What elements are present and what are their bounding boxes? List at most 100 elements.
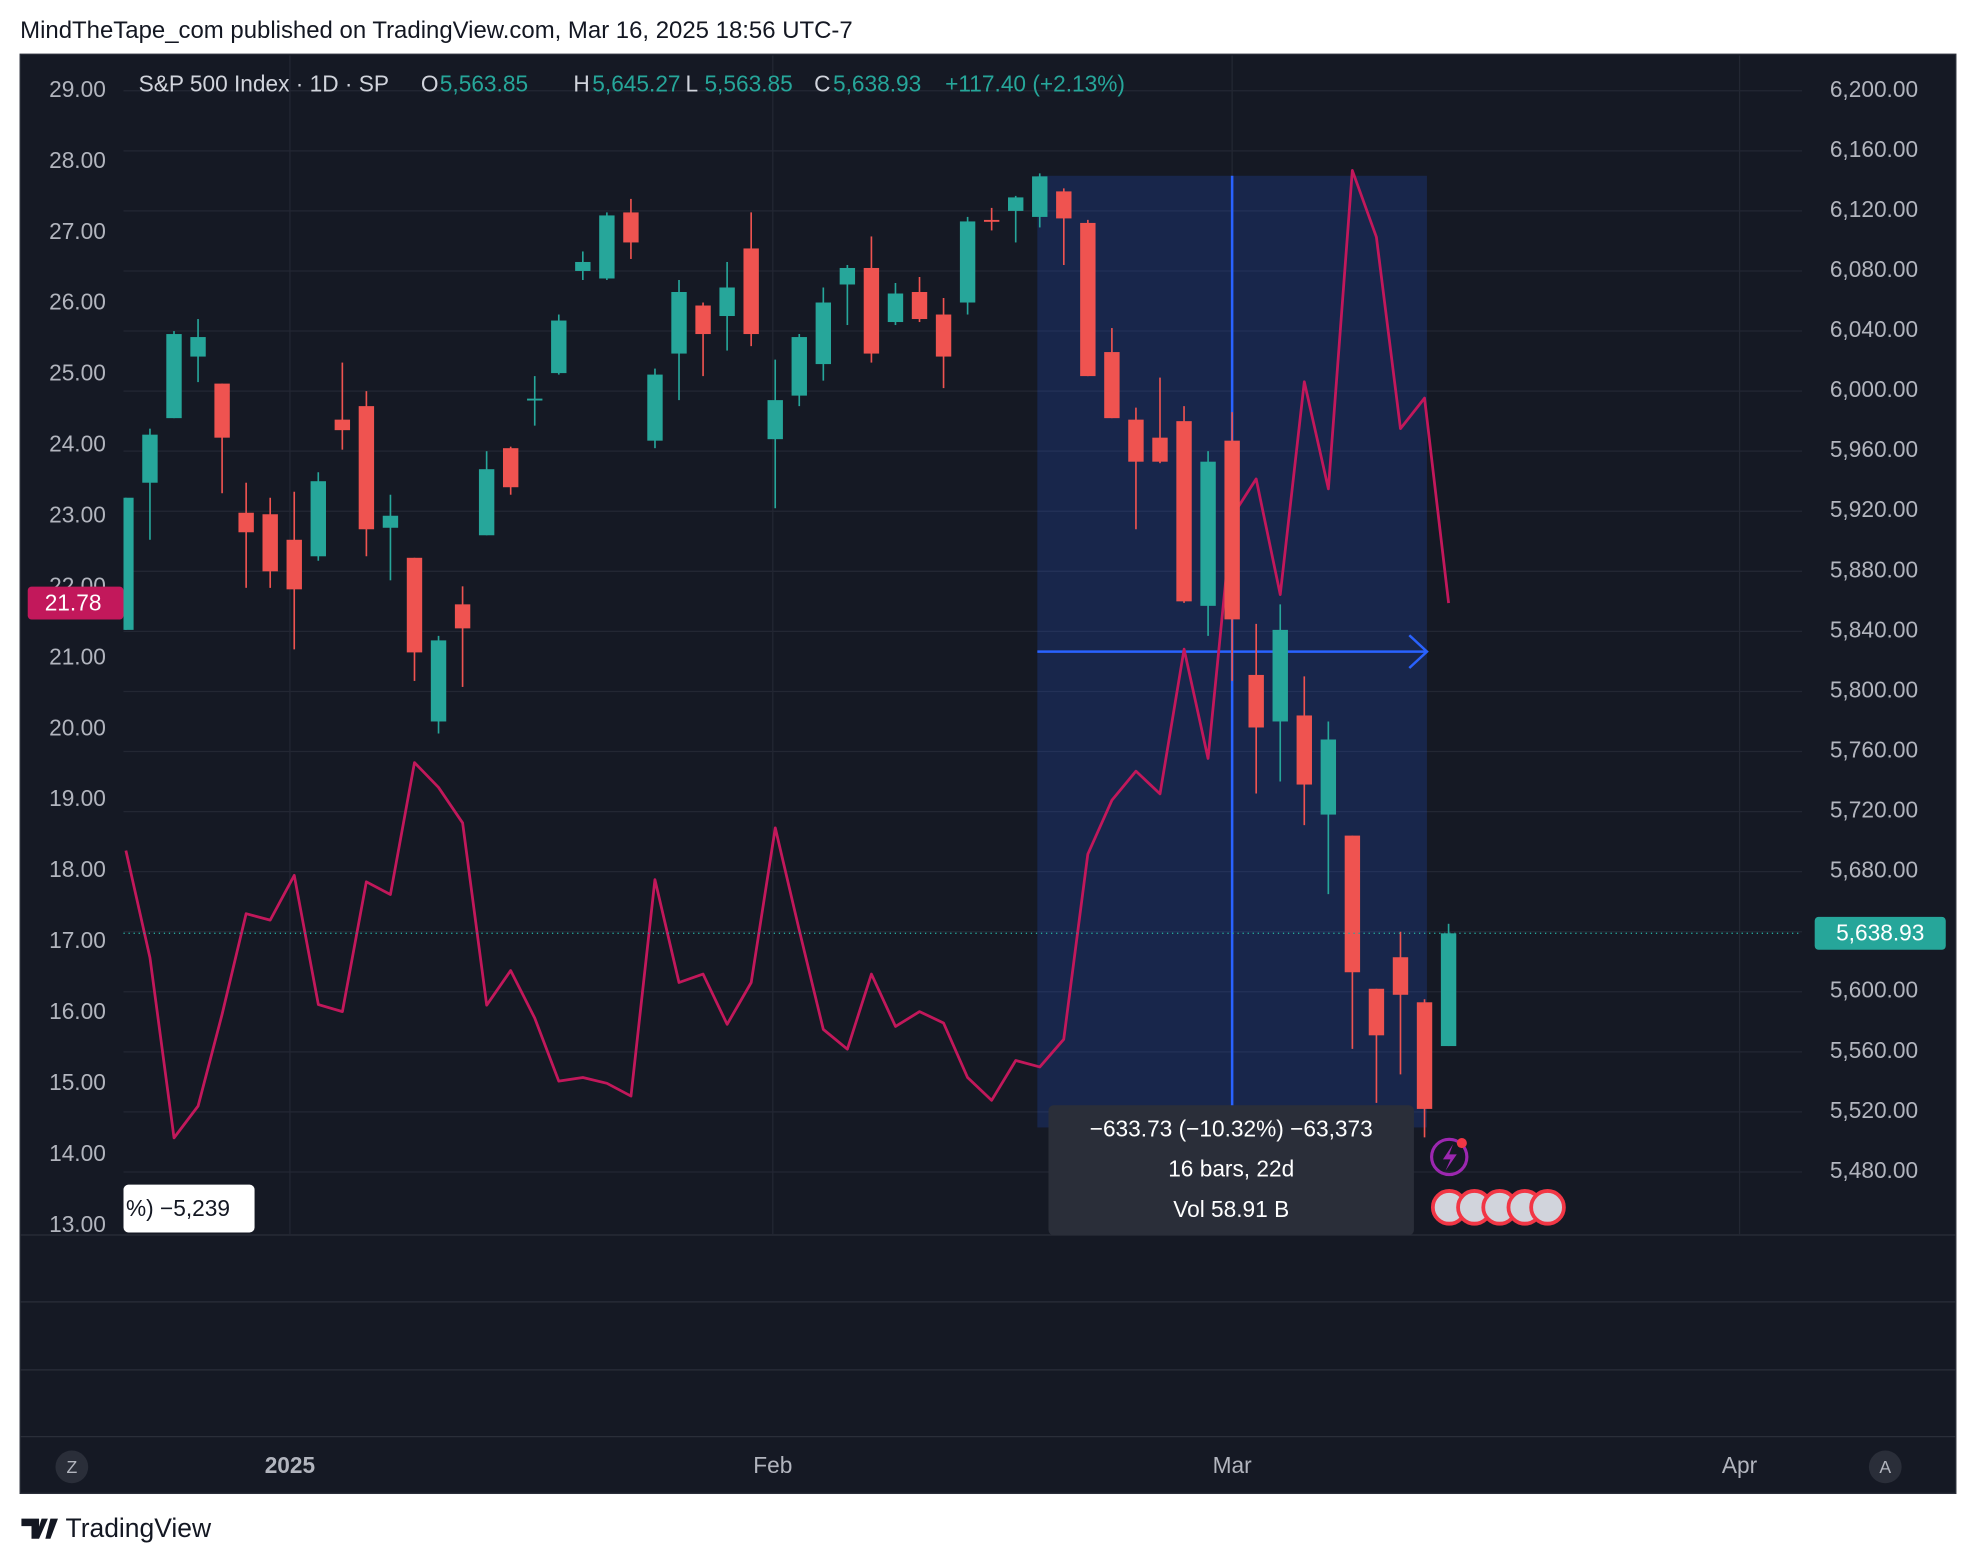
axes: 5,480.005,520.005,560.005,600.005,640.00… [27,76,1946,1478]
candle-body [527,398,543,401]
candle-body [238,512,254,533]
candle-body [502,448,519,488]
candle-body [1176,421,1192,602]
candle-body [791,337,807,396]
candle-body [1440,933,1457,1047]
candle-body [358,406,375,530]
candle-body [671,292,687,354]
candle [935,298,952,389]
y2-tick-label: 19.00 [49,785,106,811]
candle-body [647,374,663,441]
event-dot [1456,1138,1467,1149]
candle-body [1008,197,1024,211]
candle-body [551,320,567,374]
candle-body [935,314,952,357]
candle-body [623,212,639,243]
cut-label: %) −5,239 [126,1195,230,1221]
candle [623,198,639,259]
event-icon[interactable] [1430,1137,1469,1177]
candle [1344,835,1361,1049]
measure-label-box [1048,1105,1414,1236]
candles [123,173,1457,1138]
y-tick-label: 5,760.00 [1830,736,1918,762]
candle [430,635,447,734]
candle [262,497,278,588]
y2-tick-label: 18.00 [49,856,106,882]
candle-body [123,497,134,630]
overlay-tag [27,586,124,620]
candle [190,319,206,383]
candle-body [406,557,423,653]
candle-body [190,337,206,357]
candle-body [959,221,976,303]
legend-key: L [686,71,699,97]
candle-body [1296,715,1312,785]
candle [839,264,856,326]
candle-body [599,215,615,279]
candle [1368,988,1385,1103]
candle-body [887,293,904,323]
y-tick-label: 6,160.00 [1830,136,1918,162]
candle [334,362,351,450]
candle-body [1128,419,1144,462]
y2-tick-label: 20.00 [49,714,106,740]
y2-tick-label: 15.00 [49,1069,106,1095]
y2-tick-label: 16.00 [49,998,106,1024]
candle [1392,931,1409,1075]
candle-body [719,287,735,317]
x-tick-label: Apr [1722,1452,1758,1478]
candle [599,212,615,280]
y-tick-label: 5,520.00 [1830,1097,1918,1123]
x-tick-label: Mar [1213,1452,1252,1478]
y-tick-label: 6,120.00 [1830,196,1918,222]
candle-body [382,515,399,528]
last-price-label: 5,638.93 [1836,920,1924,946]
y2-tick-label: 24.00 [49,431,106,457]
y2-tick-label: 29.00 [49,76,106,102]
candle [1128,407,1144,530]
brand-name: TradingView [66,1513,212,1543]
candle-body [166,334,182,419]
measure-label: 16 bars, 22d [1168,1156,1294,1182]
overlay-last-label: 21.78 [45,589,102,615]
y2-tick-label: 21.00 [49,643,106,669]
chart-frame [19,53,1957,1495]
candle [478,451,495,536]
candle [1416,999,1433,1138]
legend: S&P 500 Index · 1D · SP O 5,563.85 H 5,645.2… [139,71,1125,97]
toolbar-label: Z [66,1457,77,1477]
candle-body [1416,1002,1433,1109]
measure-label: −633.73 (−10.32%) −63,373 [1090,1115,1373,1141]
candle [1200,451,1216,636]
candle [382,494,399,581]
legend-value: 5,563.85 [440,71,528,97]
candle-body [430,640,447,722]
y-tick-label: 5,840.00 [1830,616,1918,642]
y2-tick-label: 28.00 [49,147,106,173]
candle-body [214,383,230,438]
y-tick-label: 6,040.00 [1830,316,1918,342]
y-tick-label: 5,680.00 [1830,857,1918,883]
flag-icon[interactable] [1529,1189,1566,1226]
candle [695,302,711,377]
publish-header: MindTheTape_com published on TradingView… [20,17,853,44]
toolbar-label: A [1879,1457,1891,1477]
candle [1272,604,1288,782]
candle [575,251,591,280]
candle-body [1320,739,1337,815]
toolbar-button[interactable] [1868,1450,1902,1484]
candle-body [1272,629,1288,722]
candle-body [767,400,783,440]
toolbar-button[interactable] [55,1450,89,1484]
x-tick-label: 2025 [265,1452,315,1478]
measure-arrow [1408,634,1429,669]
y-tick-label: 5,480.00 [1830,1157,1918,1183]
candle [1224,412,1240,681]
candle-body [1392,957,1409,995]
candle [1056,188,1072,265]
candle-body [1224,440,1240,620]
candle [286,491,302,650]
candle [454,586,471,687]
candle-body [863,267,880,354]
